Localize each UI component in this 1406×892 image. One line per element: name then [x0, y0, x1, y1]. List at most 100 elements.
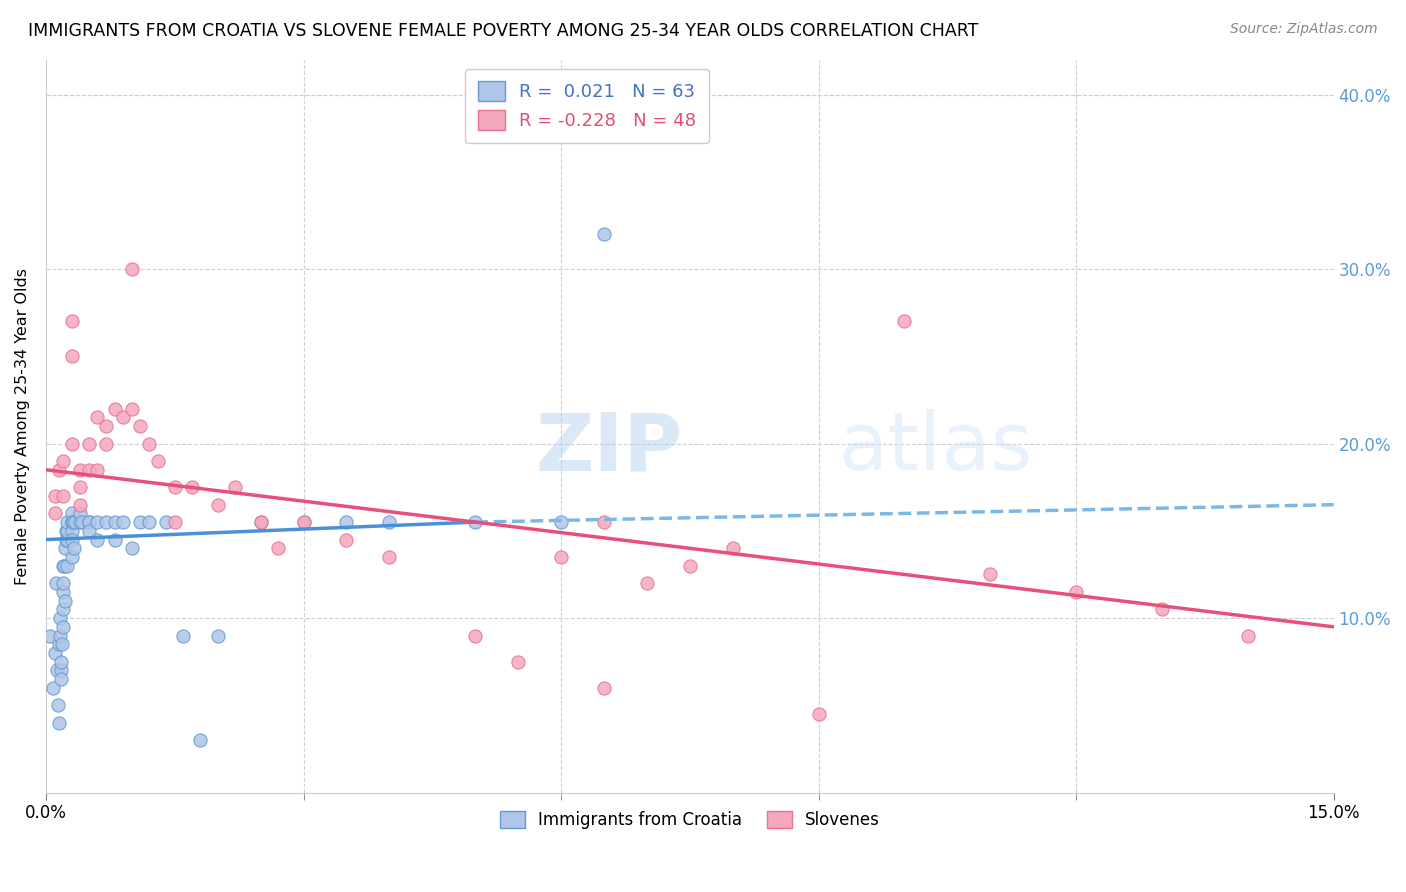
Point: [45, 576, 67, 591]
Point: [94, 436, 117, 450]
Point: [46, 698, 69, 713]
Point: [60, 515, 83, 529]
Point: [104, 533, 127, 547]
Text: IMMIGRANTS FROM CROATIA VS SLOVENE FEMALE POVERTY AMONG 25-34 YEAR OLDS CORRELAT: IMMIGRANTS FROM CROATIA VS SLOVENE FEMAL…: [28, 22, 979, 40]
Point: [52, 620, 75, 634]
Point: [593, 515, 616, 529]
Point: [77, 515, 100, 529]
Point: [1150, 602, 1173, 616]
Point: [378, 549, 401, 564]
Point: [378, 515, 401, 529]
Point: [267, 541, 290, 556]
Y-axis label: Female Poverty Among 25-34 Year Olds: Female Poverty Among 25-34 Year Olds: [15, 268, 30, 584]
Point: [77, 524, 100, 538]
Text: ZIP: ZIP: [536, 409, 682, 487]
Point: [464, 515, 486, 529]
Point: [550, 515, 572, 529]
Point: [56, 524, 79, 538]
Point: [52, 558, 75, 573]
Point: [163, 480, 186, 494]
Point: [335, 533, 357, 547]
Point: [48, 637, 70, 651]
Point: [207, 629, 229, 643]
Point: [60, 314, 83, 328]
Point: [48, 629, 70, 643]
Point: [249, 515, 271, 529]
Point: [104, 401, 127, 416]
Point: [63, 515, 86, 529]
Point: [52, 489, 75, 503]
Point: [292, 515, 315, 529]
Point: [52, 602, 75, 616]
Point: [172, 629, 194, 643]
Point: [77, 463, 100, 477]
Point: [593, 227, 616, 241]
Point: [636, 576, 658, 591]
Point: [679, 558, 702, 573]
Point: [55, 524, 77, 538]
Point: [44, 489, 66, 503]
Point: [60, 549, 83, 564]
Point: [53, 541, 76, 556]
Point: [104, 515, 127, 529]
Point: [60, 515, 83, 529]
Point: [52, 454, 75, 468]
Point: [86, 533, 108, 547]
Point: [112, 515, 135, 529]
Point: [39, 629, 62, 643]
Point: [60, 436, 83, 450]
Point: [62, 515, 84, 529]
Point: [508, 655, 530, 669]
Point: [70, 515, 93, 529]
Point: [464, 629, 486, 643]
Point: [180, 480, 202, 494]
Point: [77, 436, 100, 450]
Point: [335, 515, 357, 529]
Point: [1236, 629, 1258, 643]
Point: [55, 533, 77, 547]
Point: [979, 567, 1001, 582]
Point: [44, 507, 66, 521]
Point: [121, 541, 143, 556]
Point: [52, 576, 75, 591]
Point: [86, 463, 108, 477]
Point: [146, 454, 169, 468]
Point: [207, 498, 229, 512]
Point: [46, 664, 69, 678]
Point: [69, 498, 91, 512]
Point: [69, 515, 91, 529]
Point: [155, 515, 177, 529]
Point: [44, 646, 66, 660]
Point: [807, 707, 830, 722]
Point: [69, 480, 91, 494]
Point: [94, 419, 117, 434]
Point: [121, 262, 143, 277]
Point: [112, 410, 135, 425]
Point: [53, 558, 76, 573]
Point: [42, 681, 65, 695]
Point: [53, 593, 76, 607]
Point: [60, 533, 83, 547]
Point: [292, 515, 315, 529]
Point: [49, 664, 72, 678]
Point: [60, 524, 83, 538]
Point: [86, 410, 108, 425]
Point: [56, 515, 79, 529]
Text: Source: ZipAtlas.com: Source: ZipAtlas.com: [1230, 22, 1378, 37]
Text: atlas: atlas: [838, 409, 1032, 487]
Point: [893, 314, 915, 328]
Point: [721, 541, 744, 556]
Point: [550, 549, 572, 564]
Point: [77, 515, 100, 529]
Point: [48, 611, 70, 625]
Point: [48, 463, 70, 477]
Point: [129, 419, 152, 434]
Point: [1064, 585, 1087, 599]
Point: [48, 715, 70, 730]
Point: [190, 733, 212, 747]
Point: [55, 558, 77, 573]
Point: [51, 637, 73, 651]
Point: [249, 515, 271, 529]
Legend: Immigrants from Croatia, Slovenes: Immigrants from Croatia, Slovenes: [494, 804, 887, 836]
Point: [94, 515, 117, 529]
